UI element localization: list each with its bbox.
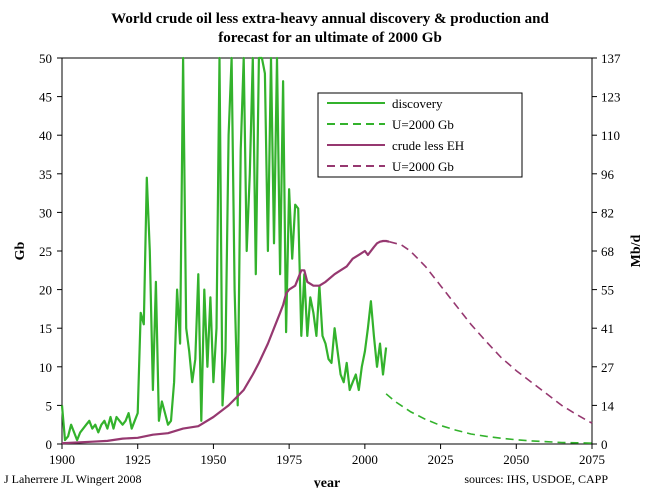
x-tick-label: 1950 bbox=[200, 452, 226, 467]
legend-label: discovery bbox=[392, 96, 443, 111]
chart-subtitle: forecast for an ultimate of 2000 Gb bbox=[218, 30, 442, 46]
y-tick-label-right: 137 bbox=[601, 51, 621, 66]
y-tick-label-right: 96 bbox=[601, 167, 615, 182]
y-tick-label-right: 82 bbox=[601, 205, 614, 220]
x-tick-label: 2025 bbox=[428, 452, 454, 467]
y-tick-label-left: 30 bbox=[39, 205, 52, 220]
y-tick-label-left: 15 bbox=[39, 321, 52, 336]
y-axis-label-right: Mb/d bbox=[629, 234, 644, 267]
legend-label: U=2000 Gb bbox=[392, 159, 454, 174]
y-tick-label-left: 5 bbox=[46, 398, 53, 413]
y-tick-label-right: 14 bbox=[601, 398, 615, 413]
series-line-u-2000-gb-3 bbox=[388, 240, 593, 424]
series-line-u-2000-gb-1 bbox=[385, 393, 593, 444]
y-tick-label-left: 45 bbox=[39, 90, 52, 105]
x-tick-label: 1925 bbox=[125, 452, 151, 467]
y-tick-label-left: 0 bbox=[46, 437, 53, 452]
y-tick-label-right: 27 bbox=[601, 360, 615, 375]
y-tick-label-right: 55 bbox=[601, 283, 614, 298]
legend-label: U=2000 Gb bbox=[392, 117, 454, 132]
y-tick-label-right: 110 bbox=[601, 128, 620, 143]
credit-right: sources: IHS, USDOE, CAPP bbox=[464, 472, 608, 486]
x-tick-label: 1900 bbox=[49, 452, 75, 467]
x-tick-label: 1975 bbox=[276, 452, 302, 467]
x-axis: 1900 1925 1950 1975 2000 2025 2050 2075 bbox=[49, 444, 605, 467]
y-tick-label-left: 20 bbox=[39, 283, 52, 298]
series-line-crude-less-eh-2 bbox=[61, 239, 390, 445]
legend-box bbox=[317, 92, 523, 178]
y-tick-label-left: 50 bbox=[39, 51, 52, 66]
series-layer bbox=[60, 56, 593, 445]
x-tick-label: 2050 bbox=[503, 452, 529, 467]
y-axis-left: 0 5 10 15 20 25 30 35 40 45 50 bbox=[39, 51, 62, 452]
y-tick-label-left: 35 bbox=[39, 167, 52, 182]
x-tick-label: 2000 bbox=[352, 452, 378, 467]
chart-title: World crude oil less extra-heavy annual … bbox=[111, 11, 549, 27]
legend: discovery U=2000 Gb crude less EH U=2000 Gb bbox=[317, 92, 523, 178]
y-tick-label-right: 41 bbox=[601, 321, 614, 336]
credit-left: J Laherrere JL Wingert 2008 bbox=[4, 472, 141, 486]
series-line-discovery-0 bbox=[60, 56, 388, 442]
y-tick-label-right: 68 bbox=[601, 244, 614, 259]
x-axis-label: year bbox=[314, 476, 340, 488]
y-tick-label-left: 10 bbox=[39, 360, 52, 375]
y-tick-label-right: 123 bbox=[601, 90, 621, 105]
x-tick-label: 2075 bbox=[579, 452, 605, 467]
y-tick-label-left: 40 bbox=[39, 128, 52, 143]
legend-label: crude less EH bbox=[392, 138, 464, 153]
y-tick-label-left: 25 bbox=[39, 244, 52, 259]
y-axis-label-left: Gb bbox=[13, 241, 28, 260]
y-axis-right: 0 14 27 41 55 68 82 96 110 123 137 bbox=[592, 51, 621, 452]
y-tick-label-right: 0 bbox=[601, 437, 608, 452]
